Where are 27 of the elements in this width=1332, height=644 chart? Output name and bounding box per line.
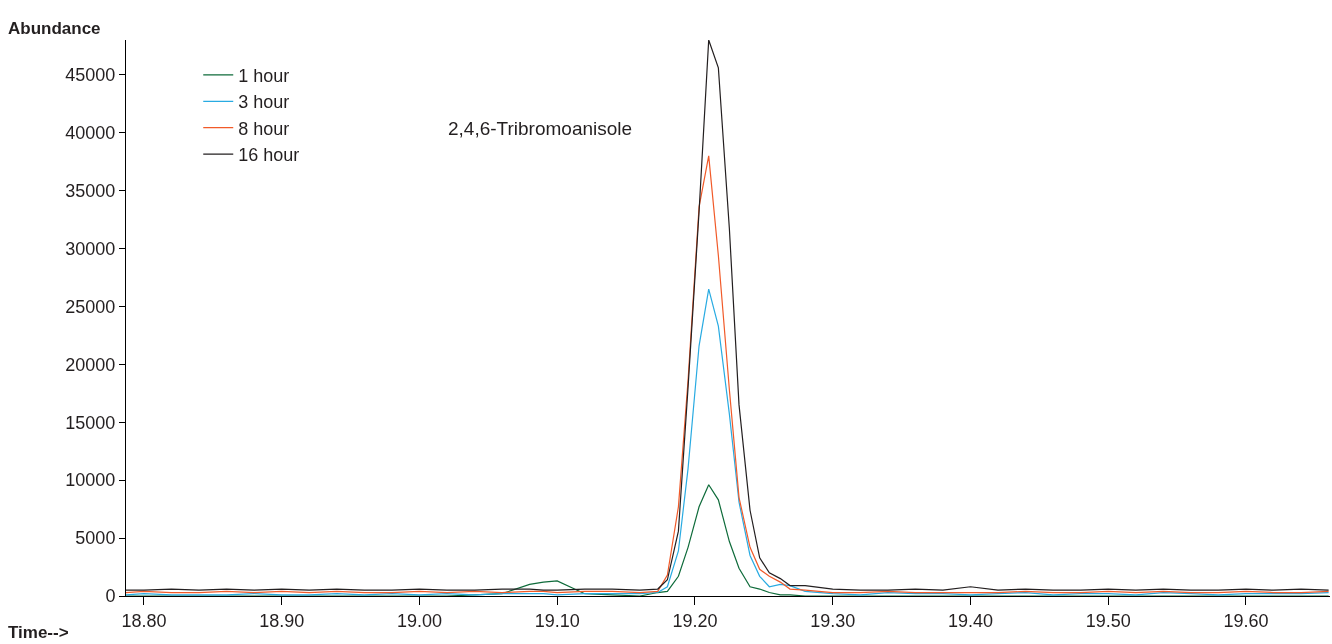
y-tick-label: 30000 <box>65 238 116 259</box>
x-tick-label: 19.10 <box>534 610 580 631</box>
x-tick-label: 19.30 <box>810 610 856 631</box>
y-tick-label: 0 <box>105 586 116 607</box>
x-tick-label: 18.80 <box>121 610 167 631</box>
x-tick-label: 19.60 <box>1223 610 1269 631</box>
x-tick-label: 19.50 <box>1085 610 1131 631</box>
annotation: 2,4,6-Tribromoanisole <box>448 118 633 139</box>
line-series <box>126 40 1330 591</box>
x-axis-title: Time--> <box>8 623 69 642</box>
legend-label: 1 hour <box>238 65 290 86</box>
x-tick-label: 19.40 <box>947 610 993 631</box>
legend-label: 3 hour <box>238 92 290 113</box>
y-tick-label: 40000 <box>65 122 116 143</box>
y-tick-label: 20000 <box>65 354 116 375</box>
y-tick-label: 15000 <box>65 412 116 433</box>
legend-label: 8 hour <box>238 118 290 139</box>
y-tick-label: 10000 <box>65 470 116 491</box>
y-tick-label: 5000 <box>75 528 116 549</box>
y-tick-label: 25000 <box>65 296 116 317</box>
y-axis-title: Abundance <box>8 19 101 38</box>
y-tick-label: 45000 <box>65 65 116 86</box>
x-tick-label: 19.20 <box>672 610 718 631</box>
legend-label: 16 hour <box>238 145 300 166</box>
x-tick-label: 19.00 <box>396 610 442 631</box>
y-tick-label: 35000 <box>65 180 116 201</box>
x-tick-label: 18.90 <box>259 610 305 631</box>
